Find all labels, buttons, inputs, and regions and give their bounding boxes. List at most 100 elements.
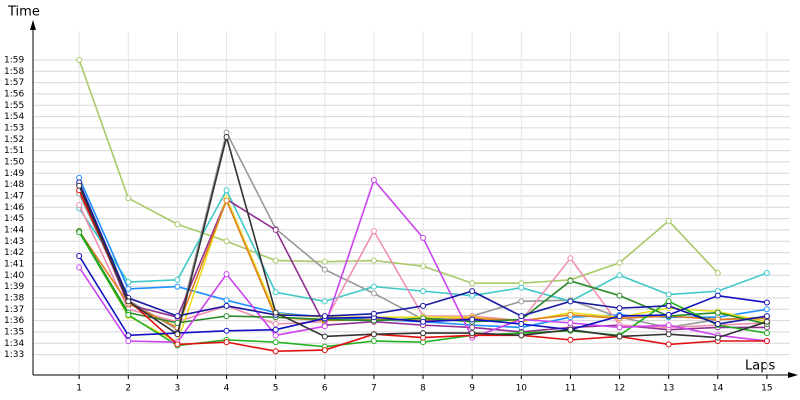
y-tick-label: 1:53 [4,123,24,133]
point [272,309,279,316]
point [518,298,525,305]
point [174,341,181,348]
y-tick-label: 1:39 [4,282,24,292]
point [616,305,623,312]
point [616,292,623,299]
point [370,257,377,264]
point [567,311,574,318]
point [174,331,181,338]
x-tick-label: 10 [516,384,528,394]
y-tick-label: 1:47 [4,191,24,201]
point [714,309,721,316]
point [714,321,721,327]
point [567,255,574,262]
x-tick-label: 2 [125,384,131,394]
point [76,253,83,259]
point [567,326,574,333]
point [370,310,377,317]
y-tick-label: 1:57 [4,78,24,88]
x-tick-label: 6 [322,384,328,394]
y-tick-label: 1:46 [4,203,24,213]
y-tick-label: 1:51 [4,146,24,156]
point [763,318,770,325]
point [321,258,328,265]
point [763,306,770,313]
point [174,276,181,283]
point [370,338,377,344]
point [665,331,672,338]
point [763,330,770,337]
point [469,316,476,323]
point [125,298,132,305]
x-tick-label: 8 [420,384,426,394]
point [223,134,230,140]
point [420,234,427,241]
x-axis-arrow [788,372,798,378]
point [420,330,427,337]
y-tick-label: 1:45 [4,214,24,224]
point [223,271,230,278]
point [714,270,721,276]
point [518,284,525,291]
point [763,270,770,276]
point [76,182,83,189]
point [469,324,476,331]
point [76,264,83,271]
point [665,302,672,309]
y-tick-label: 1:37 [4,305,24,315]
point [321,323,328,330]
point [76,202,83,208]
y-tick-label: 1:54 [4,112,24,122]
point [567,336,574,343]
x-tick-label: 3 [175,384,181,394]
y-tick-label: 1:48 [4,180,24,190]
point [469,288,476,295]
point [321,333,328,340]
x-tick-label: 14 [712,384,724,394]
point [272,326,279,333]
y-tick-label: 1:40 [4,271,24,281]
point [518,321,525,327]
point [420,302,427,309]
point [223,327,230,334]
point [665,311,672,318]
point [125,195,132,202]
point [567,298,574,305]
point [272,289,279,296]
point [223,187,230,194]
y-tick-label: 1:52 [4,135,24,145]
point [518,313,525,320]
point [370,283,377,290]
point [272,339,279,346]
x-tick-label: 15 [761,384,772,394]
point [420,288,427,295]
point [174,313,181,320]
x-tick-label: 12 [614,384,625,394]
point [174,283,181,290]
x-tick-label: 9 [469,384,475,394]
point [714,334,721,341]
point [763,313,770,320]
y-tick-label: 1:38 [4,293,24,303]
x-tick-label: 5 [273,384,279,394]
point [469,280,476,287]
x-tick-label: 1 [76,384,82,394]
series-line [78,59,719,284]
point [321,298,328,305]
y-tick-label: 1:36 [4,316,24,326]
point [321,313,328,320]
y-tick-label: 1:35 [4,327,24,337]
x-tick-label: 13 [663,384,674,394]
y-tick-label: 1:34 [4,339,24,349]
point [567,319,574,326]
point [223,302,230,309]
y-tick-label: 1:44 [4,225,24,235]
point [223,297,230,304]
point [469,330,476,337]
point [125,332,132,339]
point [616,259,623,266]
point [616,313,623,320]
point [370,177,377,184]
y-tick-label: 1:42 [4,248,24,258]
